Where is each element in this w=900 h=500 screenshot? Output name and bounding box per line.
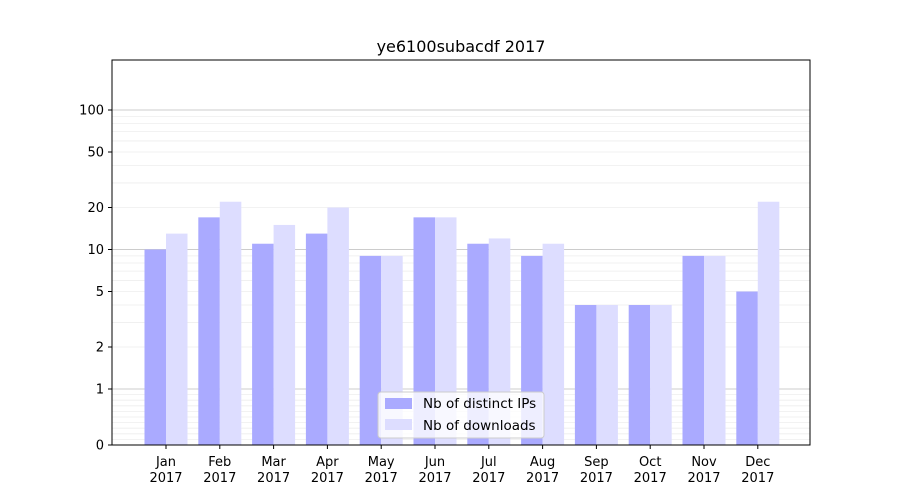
legend: Nb of distinct IPs Nb of downloads (377, 391, 545, 439)
x-tick-label-year: 2017 (526, 471, 559, 486)
bars-layer (144, 201, 780, 445)
x-tick-label-year: 2017 (257, 471, 290, 486)
chart-title: ye6100subacdf 2017 (377, 37, 546, 56)
legend-label-downloads: Nb of downloads (423, 418, 536, 434)
bar-distinct-ips (252, 243, 274, 445)
y-tick-label: 100 (79, 104, 104, 119)
x-axis: Jan2017Feb2017Mar2017Apr2017May2017Jun20… (149, 445, 774, 486)
x-tick-label-month: Dec (745, 455, 770, 470)
x-tick-label-year: 2017 (311, 471, 344, 486)
x-tick-label-year: 2017 (365, 471, 398, 486)
bar-downloads (650, 305, 672, 445)
x-tick-label-month: Mar (261, 455, 286, 470)
legend-swatch-downloads (385, 419, 412, 430)
y-tick-label: 50 (87, 145, 104, 160)
x-tick-label-month: Feb (208, 455, 231, 470)
legend-label-distinct-ips: Nb of distinct IPs (423, 396, 536, 412)
x-tick-label-year: 2017 (580, 471, 613, 486)
x-tick-label-year: 2017 (203, 471, 236, 486)
bar-downloads (542, 243, 565, 445)
x-tick-label-month: Aug (530, 455, 555, 470)
y-tick-label: 2 (96, 341, 104, 356)
y-tick-label: 10 (87, 243, 104, 258)
y-tick-label: 0 (96, 439, 104, 454)
x-tick-label-year: 2017 (149, 471, 182, 486)
x-tick-label-month: Sep (584, 455, 609, 470)
x-tick-label-month: Apr (316, 455, 339, 470)
y-axis: 0 1 2 5 10 20 50 100 (79, 104, 112, 454)
bar-distinct-ips (574, 305, 597, 445)
x-tick-label-month: Jun (424, 455, 445, 470)
x-tick-label-year: 2017 (472, 471, 505, 486)
bar-downloads (435, 217, 457, 445)
bar-distinct-ips (682, 255, 704, 445)
legend-frame (377, 391, 545, 439)
bar-downloads (219, 201, 242, 445)
bar-downloads (166, 233, 188, 445)
bar-distinct-ips (413, 217, 435, 445)
bar-distinct-ips (198, 217, 220, 445)
x-tick-label-year: 2017 (634, 471, 667, 486)
bar-downloads (704, 255, 726, 445)
bar-downloads (327, 207, 349, 445)
x-tick-label-month: Nov (691, 455, 717, 470)
y-tick-label: 5 (96, 285, 104, 300)
bar-distinct-ips (144, 249, 166, 445)
y-tick-label: 20 (87, 201, 104, 216)
bar-distinct-ips (628, 305, 651, 445)
x-tick-label-month: Jul (480, 455, 497, 470)
bar-downloads (757, 201, 780, 445)
x-tick-label-year: 2017 (741, 471, 774, 486)
x-tick-label-month: May (368, 455, 395, 470)
bar-distinct-ips (736, 291, 758, 445)
x-tick-label-month: Jan (155, 455, 176, 470)
x-tick-label-year: 2017 (687, 471, 720, 486)
plot-frame (111, 59, 811, 446)
legend-swatch-distinct-ips (385, 398, 412, 409)
bar-downloads (596, 305, 618, 445)
x-tick-label-year: 2017 (418, 471, 451, 486)
bar-distinct-ips (359, 255, 382, 445)
x-tick-label-month: Oct (639, 455, 661, 470)
bar-distinct-ips (305, 233, 328, 445)
bar-downloads (273, 224, 296, 445)
y-tick-label: 1 (96, 383, 104, 398)
